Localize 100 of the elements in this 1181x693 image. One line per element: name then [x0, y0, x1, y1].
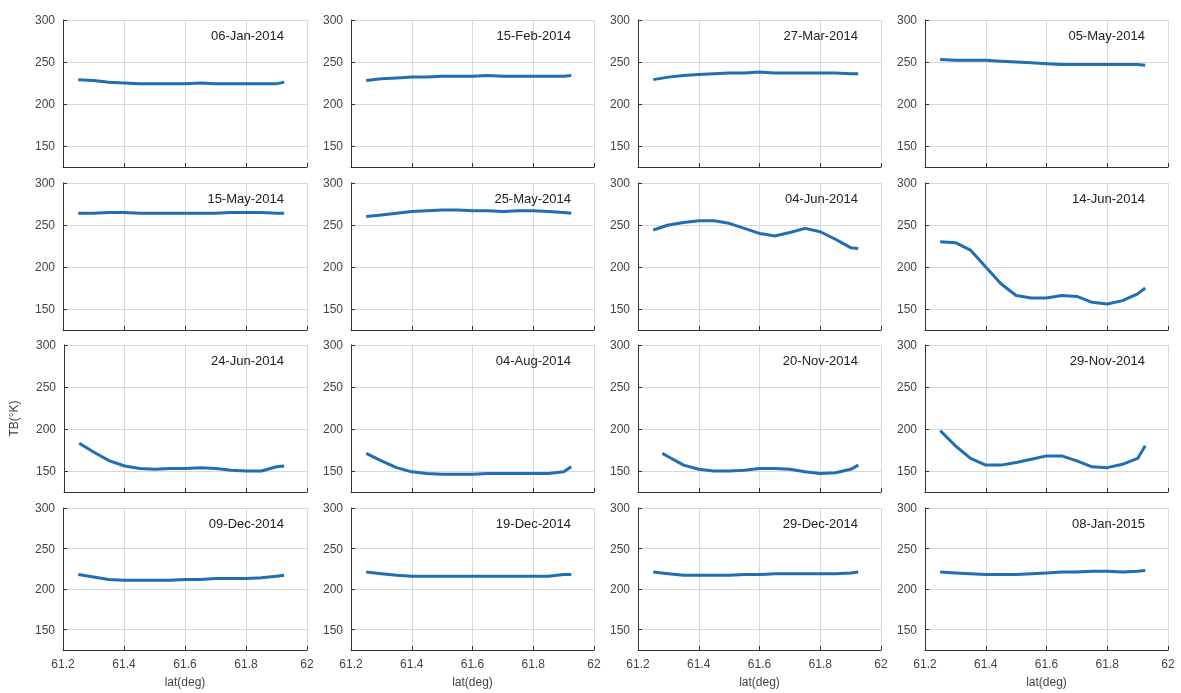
- y-tick-label: 150: [322, 139, 344, 153]
- x-tick-label: 61.6: [1034, 657, 1059, 671]
- y-tick-label: 150: [896, 622, 918, 637]
- y-tick-label: 300: [34, 501, 56, 515]
- y-tick-label: 250: [896, 55, 918, 69]
- x-tick-label: 61.4: [974, 657, 998, 671]
- y-tick-label: 300: [322, 176, 344, 190]
- x-tick-label: 61.4: [112, 657, 136, 671]
- x-tick-label: 61.8: [808, 657, 833, 671]
- line-series: [660, 451, 860, 476]
- x-axis-title: lat(deg): [1026, 675, 1067, 689]
- y-tick-label: 150: [896, 139, 918, 153]
- y-tick-label: 300: [34, 13, 56, 27]
- line-series: [364, 208, 573, 219]
- annotation: 04-Aug-2014: [495, 353, 571, 368]
- x-axis-title: lat(deg): [739, 675, 780, 689]
- y-tick-label: 250: [34, 541, 56, 556]
- y-tick-label: 300: [322, 13, 344, 27]
- y-tick-label: 200: [322, 582, 344, 597]
- y-tick-label: 150: [34, 622, 56, 637]
- y-tick-label: 200: [896, 582, 918, 597]
- y-tick-label: 200: [34, 260, 56, 274]
- y-tick-label: 150: [896, 464, 918, 478]
- y-tick-label: 300: [609, 13, 631, 27]
- line-series: [364, 451, 573, 476]
- annotation: 15-May-2014: [207, 191, 285, 206]
- x-tick-label: 61.2: [626, 657, 651, 671]
- y-tick-label: 200: [322, 422, 344, 436]
- y-tick-label: 200: [609, 97, 631, 111]
- annotation: 27-Mar-2014: [783, 28, 859, 43]
- y-tick-label: 200: [322, 97, 344, 111]
- annotation: 04-Jun-2014: [785, 191, 858, 206]
- y-tick-label: 200: [34, 582, 56, 597]
- annotation: 29-Nov-2014: [1069, 353, 1145, 368]
- annotation: 25-May-2014: [494, 191, 572, 206]
- x-tick-label: 61.6: [747, 657, 772, 671]
- y-tick-label: 300: [896, 338, 918, 352]
- y-tick-label: 250: [322, 541, 344, 556]
- y-tick-label: 200: [896, 97, 918, 111]
- y-tick-label: 250: [896, 380, 918, 394]
- y-tick-label: 150: [609, 622, 631, 637]
- y-axis-title: TB(°K): [7, 400, 21, 437]
- y-tick-label: 200: [609, 260, 631, 274]
- y-tick-label: 150: [322, 464, 344, 478]
- x-tick-label: 61.2: [51, 657, 75, 671]
- y-tick-label: 150: [322, 622, 344, 637]
- y-tick-label: 200: [609, 422, 631, 436]
- x-axis-title: lat(deg): [164, 675, 206, 689]
- y-tick-label: 300: [35, 338, 57, 352]
- line-series: [651, 70, 860, 82]
- x-tick-label: 61.8: [1095, 657, 1120, 671]
- annotation: 14-Jun-2014: [1072, 191, 1145, 206]
- x-tick-label: 62: [1161, 657, 1175, 671]
- x-tick-label: 61.2: [339, 657, 364, 671]
- y-tick-label: 250: [609, 541, 631, 556]
- y-tick-label: 300: [896, 176, 918, 190]
- y-tick-label: 300: [322, 501, 344, 515]
- y-tick-label: 300: [896, 13, 918, 27]
- y-tick-label: 300: [609, 176, 631, 190]
- x-tick-label: 62: [874, 657, 888, 671]
- y-tick-label: 300: [609, 501, 631, 515]
- x-tick-label: 61.8: [234, 657, 258, 671]
- annotation: 08-Jan-2015: [1072, 516, 1145, 531]
- line-series: [77, 441, 286, 473]
- y-tick-label: 150: [322, 302, 344, 316]
- x-tick-label: 62: [587, 657, 601, 671]
- y-tick-label: 250: [896, 218, 918, 232]
- x-tick-label: 61.8: [521, 657, 546, 671]
- y-tick-label: 200: [609, 582, 631, 597]
- y-tick-label: 200: [35, 422, 57, 436]
- y-tick-label: 150: [35, 464, 57, 478]
- line-series: [938, 240, 1147, 306]
- y-tick-label: 250: [609, 55, 631, 69]
- y-tick-label: 300: [34, 176, 56, 190]
- annotation: 05-May-2014: [1068, 28, 1146, 43]
- annotation: 09-Dec-2014: [208, 516, 284, 531]
- y-tick-label: 300: [896, 501, 918, 515]
- y-tick-label: 250: [322, 218, 344, 232]
- y-tick-label: 150: [609, 302, 631, 316]
- annotation: 29-Dec-2014: [782, 516, 858, 531]
- y-tick-label: 300: [609, 338, 631, 352]
- annotation: 06-Jan-2014: [211, 28, 284, 43]
- x-tick-label: 61.2: [913, 657, 938, 671]
- x-axis-title: lat(deg): [452, 675, 493, 689]
- y-tick-label: 250: [609, 218, 631, 232]
- y-tick-label: 150: [896, 302, 918, 316]
- y-tick-label: 200: [896, 422, 918, 436]
- y-tick-label: 150: [34, 139, 56, 153]
- y-tick-label: 150: [609, 139, 631, 153]
- y-tick-label: 200: [34, 97, 56, 111]
- y-tick-label: 250: [896, 541, 918, 556]
- y-tick-label: 250: [322, 380, 344, 394]
- x-tick-label: 61.6: [173, 657, 197, 671]
- y-tick-label: 250: [609, 380, 631, 394]
- x-tick-label: 62: [300, 657, 314, 671]
- y-tick-label: 250: [34, 55, 56, 69]
- annotation: 15-Feb-2014: [496, 28, 572, 43]
- x-tick-label: 61.4: [400, 657, 424, 671]
- line-series: [651, 219, 860, 251]
- annotation: 20-Nov-2014: [782, 353, 858, 368]
